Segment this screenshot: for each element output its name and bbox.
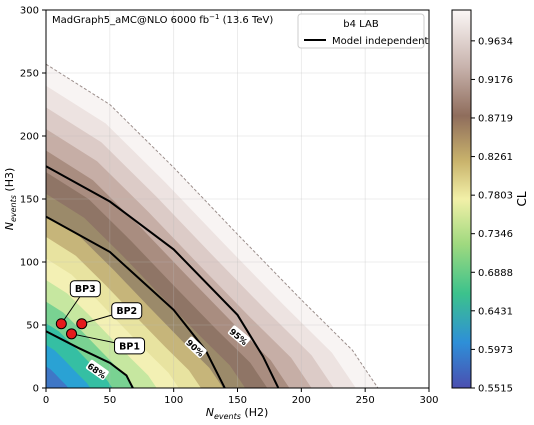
- grid-lines: [46, 10, 429, 388]
- annotation: MadGraph5_aMC@NLO 6000 fb−1 (13.6 TeV): [52, 13, 273, 26]
- x-tick-label: 50: [103, 395, 116, 406]
- contour-label-bg: [227, 325, 251, 347]
- colorbar-tick-label: 0.6431: [478, 306, 513, 317]
- y-tick-label: 150: [20, 195, 39, 206]
- y-tick-label: 250: [20, 69, 39, 80]
- contour-90: [46, 215, 226, 388]
- outer-boundary: [46, 63, 379, 388]
- colorbar-tick-label: 0.9176: [478, 75, 513, 86]
- point-label-box: [114, 337, 146, 355]
- colorbar-tick-label: 0.6888: [478, 268, 513, 279]
- point-marker-bp3: [55, 318, 67, 330]
- x-tick-label: 200: [292, 395, 311, 406]
- x-tick-label: 150: [228, 395, 247, 406]
- point-label-box: [111, 302, 143, 320]
- colorbar-tick-label: 0.5973: [478, 345, 513, 356]
- colorbar-tick-label: 0.9634: [478, 36, 513, 47]
- legend: b4 LAB Model independent: [297, 13, 428, 49]
- x-tick-label: 0: [43, 395, 49, 406]
- colorbar-tick-label: 0.5515: [478, 384, 513, 395]
- colorbar: [451, 9, 472, 389]
- point-label: BP1: [119, 341, 140, 352]
- point-marker-bp2: [76, 318, 88, 330]
- x-tick-label: 100: [164, 395, 183, 406]
- heatmap-band: [46, 366, 69, 388]
- benchmark-points: BP1 BP2 BP3: [55, 280, 146, 355]
- point-label: BP3: [75, 284, 96, 295]
- legend-box: [297, 13, 425, 49]
- y-axis-label: Nevents (H3): [3, 168, 18, 231]
- y-tick-label: 0: [33, 384, 39, 395]
- x-axis-ticks: 0 50 100 150 200 250 300: [43, 388, 439, 406]
- point-label: BP2: [116, 306, 137, 317]
- x-axis-label: Nevents (H2): [206, 406, 269, 421]
- colorbar-label: CL: [515, 191, 529, 206]
- y-tick-label: 50: [26, 321, 39, 332]
- point-marker-bp1: [66, 328, 78, 340]
- colorbar-tick-label: 0.7803: [478, 191, 513, 202]
- legend-entry-label: Model independent: [332, 36, 428, 47]
- colorbar-tick-label: 0.8719: [478, 113, 513, 124]
- contour-label-bg: [85, 359, 109, 380]
- contour-68: [46, 330, 134, 388]
- y-tick-label: 100: [20, 258, 39, 269]
- colorbar-ticks: 0.9634 0.9176 0.8719 0.8261 0.7803 0.7346 0.68…: [471, 36, 513, 395]
- colorbar-tick-label: 0.7346: [478, 229, 513, 240]
- y-axis-ticks: 0 50 100 150 200 250 300: [20, 6, 46, 395]
- colorbar-tick-label: 0.8261: [478, 152, 513, 163]
- y-tick-label: 300: [20, 6, 39, 17]
- legend-title: b4 LAB: [343, 19, 379, 30]
- point-label-box: [69, 280, 101, 298]
- y-tick-label: 200: [20, 132, 39, 143]
- x-tick-label: 250: [356, 395, 375, 406]
- contour-95: [46, 165, 280, 388]
- contour-label-bg: [184, 336, 207, 359]
- x-tick-label: 300: [419, 395, 438, 406]
